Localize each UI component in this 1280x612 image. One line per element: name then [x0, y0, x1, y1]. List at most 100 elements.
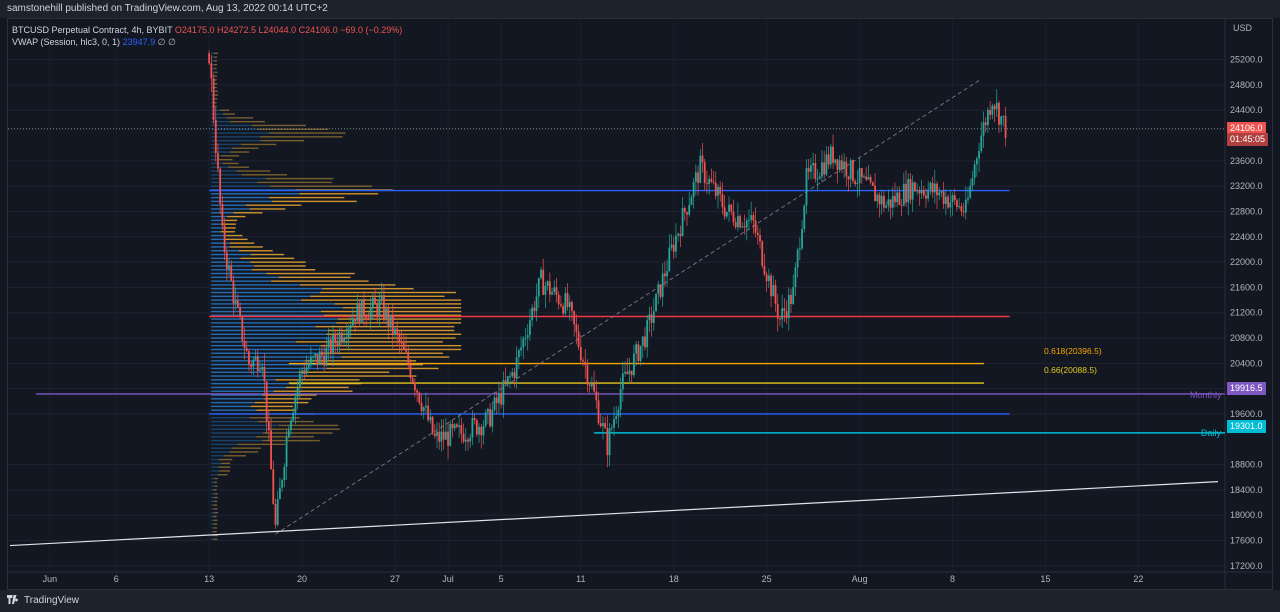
candle-body [779, 318, 781, 320]
candle-body [774, 284, 777, 304]
candle-body [290, 420, 292, 431]
volume-profile-up-bar [211, 405, 251, 408]
volume-profile-up-bar [211, 181, 258, 184]
candle-body [298, 373, 301, 388]
candle-body [551, 291, 553, 295]
volume-profile-up-bar [211, 223, 222, 225]
volume-profile-down-bar [336, 322, 462, 324]
volume-profile-down-bar [254, 265, 306, 267]
volume-profile-down-bar [228, 166, 250, 168]
candle-body [953, 195, 956, 201]
vwap-value: 23947.9 [122, 37, 156, 47]
candle-body [250, 364, 253, 367]
support-trend-line[interactable] [9, 481, 1219, 547]
candle-body [765, 274, 768, 281]
volume-profile-down-bar [236, 170, 271, 172]
volume-profile-down-bar [259, 136, 343, 138]
volume-profile-down-bar [213, 82, 218, 85]
candle-body [1004, 116, 1007, 138]
candle-body [451, 423, 454, 429]
volume-profile-up-bar [211, 367, 327, 370]
volume-profile-down-bar [273, 390, 353, 392]
candle-body [816, 178, 819, 180]
tradingview-logo[interactable]: TradingView [7, 595, 79, 606]
volume-profile-up-bar [211, 196, 269, 199]
candle-body [734, 222, 737, 228]
volume-profile-up-bar [211, 371, 299, 373]
volume-profile-up-bar [211, 86, 214, 89]
candle-body [891, 195, 894, 208]
volume-profile-down-bar [256, 409, 297, 411]
volume-profile-up-bar [211, 455, 224, 457]
candle-body [407, 351, 410, 365]
candle-body [292, 412, 295, 421]
volume-profile-up-bar [211, 52, 215, 55]
time-tick-label: 11 [576, 574, 585, 584]
price-tick-label: 23600.0 [1230, 156, 1263, 166]
volume-profile-down-bar [272, 200, 357, 203]
candle-body [354, 318, 357, 322]
time-tick-label: 13 [204, 574, 214, 584]
volume-profile-up-bar [211, 466, 219, 468]
candle-body [898, 192, 901, 205]
candle-body [509, 376, 511, 378]
candle-body [241, 316, 244, 342]
volume-profile-up-bar [211, 295, 311, 298]
volume-profile-up-bar [211, 272, 267, 275]
price-chart[interactable]: 25200.0 24800.0 24400.0 23600.0 23200.0 22800… [8, 19, 1274, 591]
candle-body [772, 284, 775, 297]
candle-body [615, 416, 618, 419]
candle-body [391, 314, 394, 335]
candle-body [378, 300, 381, 317]
monthly-label: Monthly [1190, 390, 1222, 400]
last-price-badge: 24106.0 [1227, 122, 1266, 135]
volume-profile-down-bar [220, 109, 230, 111]
candle-body [865, 176, 868, 180]
candle-body [980, 135, 983, 152]
volume-profile-down-bar [249, 417, 300, 419]
price-tick-label: 18400.0 [1230, 485, 1263, 495]
volume-profile-down-bar [322, 288, 414, 290]
volume-profile-up-bar [211, 291, 320, 294]
volume-profile-up-bar [211, 379, 276, 381]
candle-body [661, 273, 664, 297]
symbol-label[interactable]: BTCUSD Perpetual Contract, 4h, BYBIT [12, 25, 173, 35]
candle-body [878, 194, 881, 205]
volume-profile-up-bar [211, 314, 324, 316]
vwap-label[interactable]: VWAP (Session, hlc3, 0, 1) [12, 37, 121, 47]
candle-body [239, 307, 241, 317]
candle-body [491, 409, 494, 427]
candle-body [810, 165, 812, 172]
volume-profile-down-bar [214, 512, 219, 514]
volume-profile-down-bar [250, 253, 285, 256]
chart-pane[interactable]: 25200.0 24800.0 24400.0 23600.0 23200.0 22800… [7, 18, 1274, 591]
volume-profile-down-bar [225, 238, 248, 241]
price-axis-currency[interactable]: USD [1233, 23, 1253, 33]
volume-profile-down-bar [214, 52, 218, 55]
volume-profile-down-bar [221, 462, 231, 465]
candle-body [825, 154, 828, 175]
candle-body [706, 183, 708, 185]
candle-body [887, 199, 890, 206]
candle-body [427, 405, 430, 421]
volume-profile-up-bar [211, 375, 304, 377]
price-tick-label: 17600.0 [1230, 536, 1263, 546]
candle-body [283, 466, 286, 481]
candle-body [905, 183, 907, 203]
candle-body [599, 423, 602, 427]
candle-body [418, 392, 421, 403]
candle-body [447, 431, 449, 446]
volume-profile-up-bar [211, 147, 233, 149]
time-tick-label: 20 [297, 574, 307, 584]
candle-body [555, 287, 558, 295]
tradingview-brand: TradingView [24, 595, 80, 606]
candle-body [535, 296, 538, 312]
close-value: C24106.0 [298, 25, 338, 35]
candle-body [745, 220, 748, 228]
volume-profile-down-bar [213, 98, 218, 100]
volume-profile-up-bar [211, 531, 214, 533]
candle-body [681, 208, 684, 236]
volume-profile-up-bar [211, 276, 279, 279]
volume-profile-up-bar [211, 75, 214, 77]
candle-body [776, 303, 779, 319]
